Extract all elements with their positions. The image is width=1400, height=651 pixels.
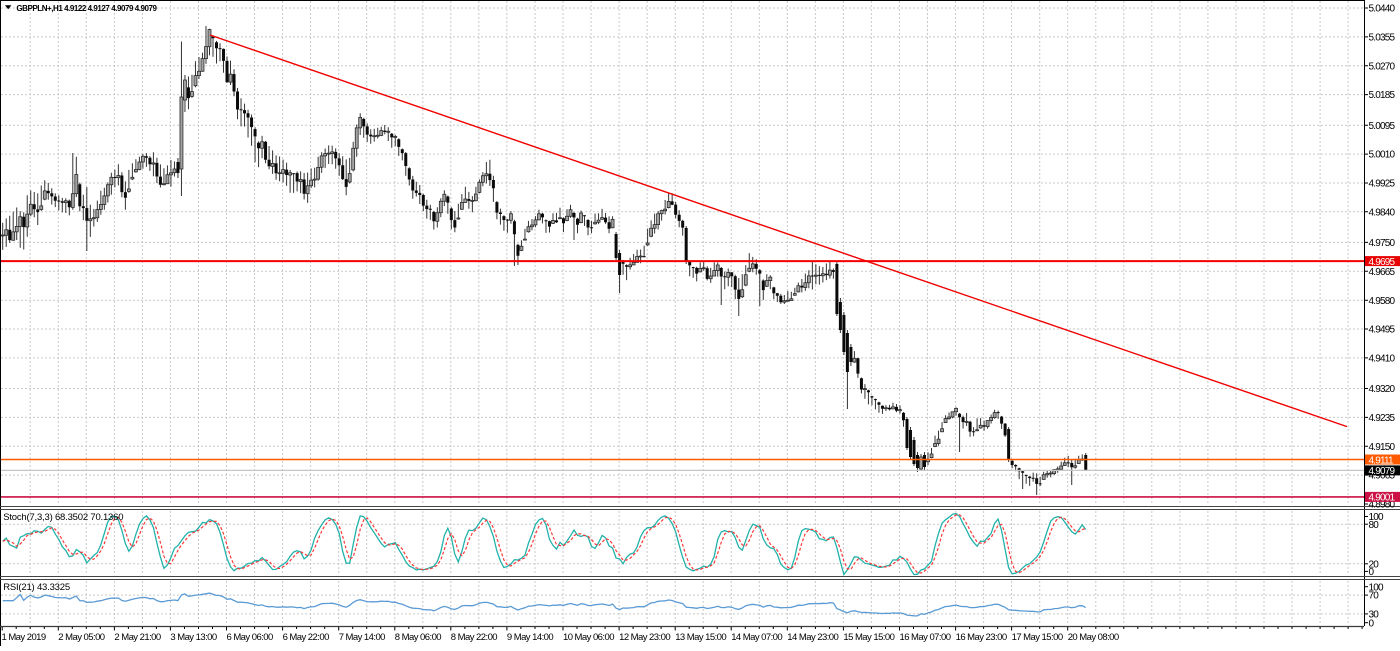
svg-text:5.0185: 5.0185 (1369, 90, 1396, 101)
svg-text:4.9840: 4.9840 (1369, 207, 1396, 218)
svg-text:6 May 22:00: 6 May 22:00 (283, 632, 329, 643)
svg-text:70: 70 (1369, 591, 1380, 602)
svg-text:5.0095: 5.0095 (1369, 121, 1396, 132)
svg-text:5.0270: 5.0270 (1369, 61, 1396, 72)
svg-text:20 May 08:00: 20 May 08:00 (1068, 632, 1119, 643)
svg-text:5.0010: 5.0010 (1369, 150, 1396, 161)
svg-text:20: 20 (1369, 559, 1380, 570)
svg-text:4.8980: 4.8980 (1369, 500, 1396, 511)
svg-text:4.9079: 4.9079 (1369, 466, 1396, 477)
svg-text:15 May 15:00: 15 May 15:00 (843, 632, 894, 643)
svg-text:GBPPLN+,H1 4.9122 4.9127 4.90: GBPPLN+,H1 4.9122 4.9127 4.9079 4.9079 (16, 4, 157, 13)
svg-text:16 May 23:00: 16 May 23:00 (956, 632, 1007, 643)
svg-text:100: 100 (1369, 582, 1385, 593)
svg-text:2 May 05:00: 2 May 05:00 (58, 632, 104, 643)
svg-text:1 May 2019: 1 May 2019 (2, 632, 46, 643)
svg-text:5.0355: 5.0355 (1369, 33, 1396, 44)
svg-text:4.9235: 4.9235 (1369, 413, 1396, 424)
svg-text:6 May 06:00: 6 May 06:00 (227, 632, 273, 643)
svg-text:0: 0 (1369, 567, 1375, 578)
svg-text:17 May 15:00: 17 May 15:00 (1012, 632, 1063, 643)
svg-text:16 May 07:00: 16 May 07:00 (900, 632, 951, 643)
svg-text:5.0440: 5.0440 (1369, 4, 1396, 15)
svg-text:10 May 06:00: 10 May 06:00 (563, 632, 614, 643)
svg-text:4.9695: 4.9695 (1369, 257, 1396, 268)
svg-text:4.9750: 4.9750 (1369, 238, 1396, 249)
svg-text:4.9065: 4.9065 (1369, 471, 1396, 482)
svg-text:100: 100 (1369, 512, 1385, 523)
svg-text:13 May 15:00: 13 May 15:00 (675, 632, 726, 643)
svg-text:14 May 23:00: 14 May 23:00 (787, 632, 838, 643)
svg-text:4.9665: 4.9665 (1369, 267, 1396, 278)
svg-text:4.9495: 4.9495 (1369, 325, 1396, 336)
svg-text:4.9320: 4.9320 (1369, 384, 1396, 395)
svg-text:4.9111: 4.9111 (1369, 455, 1395, 466)
svg-text:2 May 21:00: 2 May 21:00 (114, 632, 160, 643)
svg-text:12 May 23:00: 12 May 23:00 (619, 632, 670, 643)
svg-text:3 May 13:00: 3 May 13:00 (170, 632, 216, 643)
svg-text:4.9580: 4.9580 (1369, 296, 1396, 307)
svg-text:0: 0 (1369, 618, 1375, 629)
svg-text:4.9410: 4.9410 (1369, 354, 1396, 365)
svg-text:7 May 14:00: 7 May 14:00 (339, 632, 385, 643)
svg-text:9 May 14:00: 9 May 14:00 (507, 632, 553, 643)
svg-text:80: 80 (1369, 520, 1380, 531)
svg-text:4.9001: 4.9001 (1369, 493, 1396, 504)
svg-text:30: 30 (1369, 610, 1380, 621)
svg-text:4.9150: 4.9150 (1369, 442, 1396, 453)
svg-text:RSI(21) 43.3325: RSI(21) 43.3325 (3, 582, 70, 593)
svg-text:8 May 06:00: 8 May 06:00 (395, 632, 441, 643)
svg-text:4.9925: 4.9925 (1369, 179, 1396, 190)
svg-text:Stoch(7,3,3) 68.3502 70.1360: Stoch(7,3,3) 68.3502 70.1360 (3, 512, 123, 523)
svg-text:8 May 22:00: 8 May 22:00 (451, 632, 497, 643)
svg-text:14 May 07:00: 14 May 07:00 (731, 632, 782, 643)
